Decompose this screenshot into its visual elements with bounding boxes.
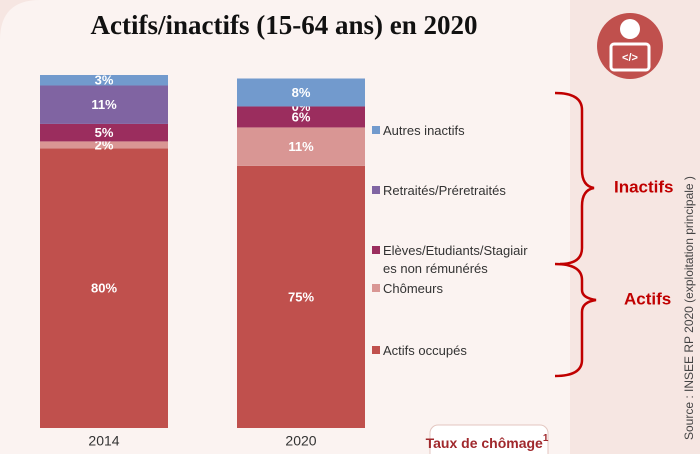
bar-segment (40, 148, 168, 428)
box-sup: 1 (543, 433, 549, 444)
legend-item: Autres inactifs (372, 122, 528, 140)
x-tick-label: 2020 (285, 433, 316, 449)
box-text: Taux de chômage1 (426, 433, 549, 451)
legend-swatch (372, 346, 380, 354)
group-label: Inactifs (614, 177, 674, 196)
legend-item: Retraités/Préretraités (372, 182, 528, 200)
data-label: 5% (95, 125, 114, 140)
bar-segment (237, 78, 365, 107)
data-label: 6% (292, 109, 311, 124)
legend-label: Retraités/Préretraités (383, 183, 506, 198)
group-label: Actifs (624, 289, 671, 308)
bar-segment (40, 85, 168, 124)
bar-segment (40, 75, 168, 86)
data-label: 8% (292, 85, 311, 100)
data-label: 3% (95, 73, 114, 88)
legend-swatch (372, 246, 380, 254)
data-label: 11% (288, 139, 314, 154)
box (429, 424, 549, 454)
data-label: 80% (91, 281, 117, 296)
legend-item: Actifs occupés (372, 342, 528, 360)
legend-swatch (372, 186, 380, 194)
bar-segment (237, 127, 365, 166)
icon: </> (597, 13, 663, 79)
source: Source : INSEE RP 2020 (exploitation pri… (682, 176, 696, 440)
legend-swatch (372, 126, 380, 134)
legend-item: Elèves/Etudiants/Stagiaires non rémunéré… (372, 242, 528, 278)
bar-segment (40, 123, 168, 142)
legend-label: Autres inactifs (383, 123, 465, 138)
box-label: Taux de chômage (426, 435, 543, 451)
data-label: 75% (288, 289, 314, 304)
legend-item: Chômeurs (372, 280, 528, 298)
legend-label: Elèves/Etudiants/Stagiaires non rémunéré… (383, 243, 528, 276)
bar-segment (40, 141, 168, 149)
bar-segment (237, 106, 365, 128)
data-label: 11% (91, 97, 117, 112)
svg-text:</>: </> (622, 52, 638, 64)
brace-actifs (554, 262, 597, 378)
chart-title: Actifs/inactifs (15-64 ans) en 2020 (91, 10, 478, 40)
brace-inactifs (554, 91, 595, 266)
legend-swatch (372, 284, 380, 292)
x-tick-label: 2014 (88, 433, 119, 449)
legend-label: Chômeurs (383, 281, 443, 296)
legend-label: Actifs occupés (383, 343, 467, 358)
bar-segment (237, 165, 365, 429)
